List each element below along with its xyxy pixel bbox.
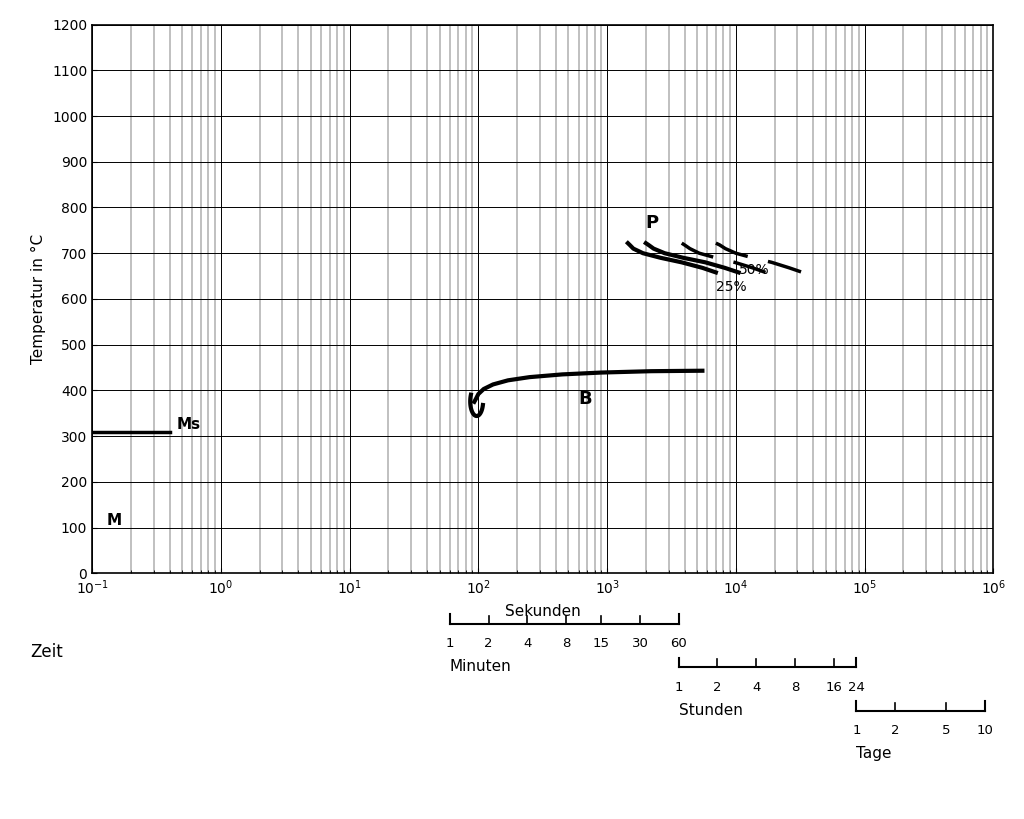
Text: 2: 2 [713,681,722,694]
Text: Zeit: Zeit [31,643,63,661]
Text: 60: 60 [671,637,687,650]
Text: 8: 8 [791,681,799,694]
Text: 10: 10 [977,724,993,737]
Text: 25%: 25% [716,280,746,294]
Text: 4: 4 [752,681,761,694]
Text: Stunden: Stunden [679,703,742,717]
Text: Tage: Tage [856,746,892,761]
Text: 24: 24 [848,681,865,694]
Text: M: M [106,514,122,528]
Text: 16: 16 [825,681,842,694]
Text: Minuten: Minuten [450,659,512,674]
Y-axis label: Temperatur in °C: Temperatur in °C [32,234,46,364]
X-axis label: Sekunden: Sekunden [505,604,581,618]
Text: 2: 2 [484,637,493,650]
Text: 5: 5 [942,724,950,737]
Text: 15: 15 [593,637,609,650]
Text: Ms: Ms [176,417,201,432]
Text: 8: 8 [562,637,570,650]
Text: 1: 1 [852,724,860,737]
Text: B: B [579,390,592,408]
Text: 1: 1 [445,637,454,650]
Text: 1: 1 [675,681,683,694]
Text: 50%: 50% [738,263,769,277]
Text: 4: 4 [523,637,531,650]
Text: 2: 2 [891,724,899,737]
Text: P: P [646,214,659,232]
Text: 30: 30 [632,637,648,650]
